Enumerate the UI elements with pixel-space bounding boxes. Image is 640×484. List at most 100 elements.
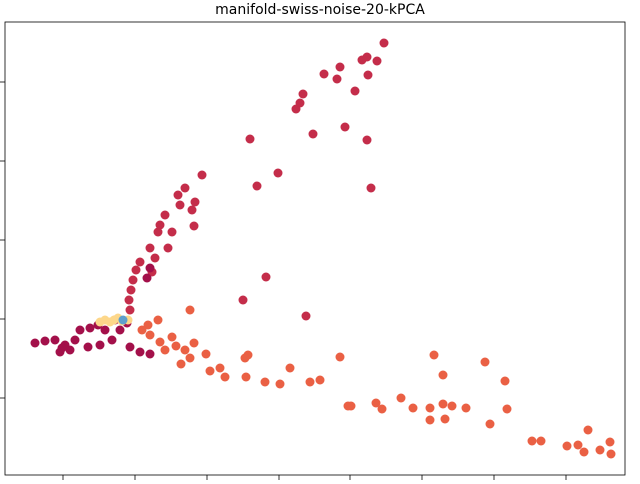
point — [480, 357, 490, 367]
point — [135, 347, 145, 357]
point — [131, 265, 141, 275]
point — [379, 38, 389, 48]
plot-frame — [4, 21, 626, 476]
point — [285, 363, 295, 373]
point — [57, 343, 67, 353]
point — [155, 220, 165, 230]
point — [252, 181, 262, 191]
point — [100, 325, 110, 335]
point — [65, 345, 75, 355]
point — [308, 129, 318, 139]
point — [605, 437, 615, 447]
point — [75, 325, 85, 335]
point — [363, 70, 373, 80]
point — [167, 332, 177, 342]
point — [83, 342, 93, 352]
point — [125, 305, 135, 315]
point — [70, 335, 80, 345]
point — [485, 419, 495, 429]
point — [215, 363, 225, 373]
point — [425, 415, 435, 425]
point — [125, 342, 135, 352]
point — [275, 379, 285, 389]
point — [185, 353, 195, 363]
point — [362, 135, 372, 145]
point — [143, 320, 153, 330]
point — [595, 445, 605, 455]
point — [362, 52, 372, 62]
point — [197, 170, 207, 180]
point — [377, 404, 387, 414]
point — [180, 345, 190, 355]
point — [189, 338, 199, 348]
point — [372, 56, 382, 66]
point — [340, 122, 350, 132]
point — [145, 330, 155, 340]
point — [583, 425, 593, 435]
point — [305, 377, 315, 387]
point — [408, 403, 418, 413]
point — [335, 62, 345, 72]
point — [180, 183, 190, 193]
point — [40, 336, 50, 346]
point — [301, 311, 311, 321]
point — [606, 449, 616, 459]
point — [137, 325, 147, 335]
point — [241, 372, 251, 382]
point — [126, 285, 136, 295]
point — [115, 325, 125, 335]
point — [579, 447, 589, 457]
point — [261, 272, 271, 282]
point — [335, 352, 345, 362]
point — [502, 404, 512, 414]
point — [160, 345, 170, 355]
point — [118, 315, 128, 325]
point — [145, 349, 155, 359]
point — [153, 315, 163, 325]
point — [438, 370, 448, 380]
point — [319, 69, 329, 79]
point — [173, 190, 183, 200]
point — [429, 350, 439, 360]
point — [160, 210, 170, 220]
point — [220, 372, 230, 382]
point — [128, 275, 138, 285]
point — [346, 401, 356, 411]
point — [238, 295, 248, 305]
point — [142, 273, 152, 283]
point — [155, 337, 165, 347]
point — [500, 376, 510, 386]
point — [440, 414, 450, 424]
point — [461, 403, 471, 413]
point — [350, 86, 360, 96]
point — [245, 134, 255, 144]
point — [171, 341, 181, 351]
point — [85, 323, 95, 333]
point — [167, 227, 177, 237]
point — [185, 305, 195, 315]
point — [205, 366, 215, 376]
point — [163, 243, 173, 253]
point — [175, 200, 185, 210]
point — [153, 227, 163, 237]
point — [562, 441, 572, 451]
point — [145, 243, 155, 253]
point — [124, 295, 134, 305]
point — [298, 89, 308, 99]
point — [425, 403, 435, 413]
point — [30, 338, 40, 348]
point — [176, 359, 186, 369]
point — [527, 436, 537, 446]
point — [135, 257, 145, 267]
point — [50, 335, 60, 345]
point — [447, 401, 457, 411]
point — [438, 399, 448, 409]
point — [95, 340, 105, 350]
point — [240, 353, 250, 363]
point — [190, 197, 200, 207]
point — [536, 436, 546, 446]
point — [150, 253, 160, 263]
point — [573, 440, 583, 450]
